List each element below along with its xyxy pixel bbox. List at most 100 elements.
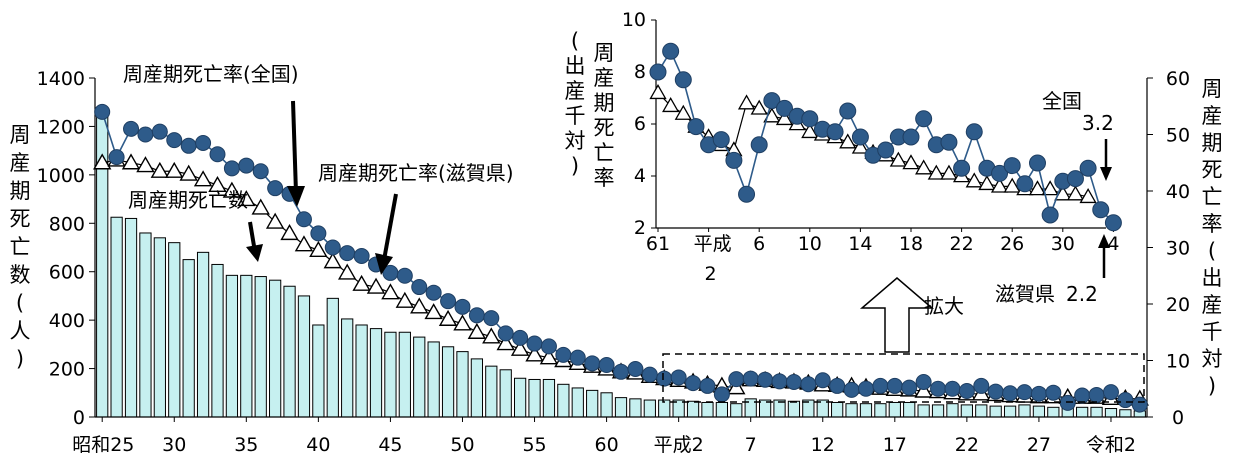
death-count-bar bbox=[557, 383, 570, 418]
inset-shiga-marker bbox=[662, 42, 680, 60]
rate-shiga-marker bbox=[742, 370, 759, 387]
inset-shiga-marker bbox=[877, 141, 895, 159]
rate-shiga-marker bbox=[886, 377, 903, 394]
death-count-bar bbox=[139, 232, 152, 418]
death-count-bar bbox=[542, 378, 556, 418]
left-tick-label: 400 bbox=[49, 310, 85, 332]
inset-x-tick-label: 6 bbox=[753, 233, 765, 255]
death-count-bar bbox=[787, 400, 801, 418]
death-count-bar bbox=[355, 324, 368, 418]
rate-shiga-marker bbox=[987, 383, 1004, 400]
rate-shiga-marker bbox=[1045, 384, 1062, 401]
death-count-bar bbox=[1076, 406, 1089, 418]
death-count-bar bbox=[254, 276, 267, 418]
inset-shiga-marker bbox=[826, 123, 844, 141]
death-count-bar bbox=[975, 404, 988, 418]
death-count-bar bbox=[946, 403, 959, 418]
rate-shiga-marker bbox=[396, 267, 413, 284]
inset-national-marker bbox=[750, 99, 768, 115]
rate-shiga-marker bbox=[1002, 385, 1019, 402]
rate-national-marker bbox=[294, 235, 314, 252]
left-axis-label-char: 数 bbox=[10, 263, 31, 287]
death-count-bar bbox=[283, 285, 296, 418]
inset-shiga-marker bbox=[725, 151, 743, 169]
inset-national-arrowhead bbox=[1100, 167, 1112, 181]
inset-shiga-marker bbox=[839, 102, 857, 120]
death-count-bar bbox=[600, 392, 613, 418]
rate-shiga-marker bbox=[857, 380, 874, 397]
inset-national-marker bbox=[851, 138, 870, 154]
inset-y-label-unit-char: 産 bbox=[565, 79, 586, 103]
rate-shiga-marker bbox=[641, 366, 658, 383]
death-count-bar bbox=[398, 331, 411, 418]
inset-shiga-marker bbox=[1104, 214, 1122, 232]
inset-national-marker bbox=[674, 104, 692, 120]
rate-national-marker bbox=[453, 314, 472, 331]
x-tick-label: 12 bbox=[811, 434, 835, 456]
rate-shiga-marker bbox=[901, 379, 918, 396]
death-count-bar bbox=[960, 404, 973, 418]
left-tick-label: 1400 bbox=[37, 68, 85, 90]
inset-national-marker bbox=[889, 151, 907, 167]
inset-national-marker bbox=[801, 122, 819, 139]
rate-shiga-arrow bbox=[382, 193, 398, 261]
rate-shiga-marker bbox=[151, 123, 168, 140]
left-tick-label: 200 bbox=[49, 359, 85, 381]
rate-shiga-marker bbox=[829, 377, 846, 394]
x-tick-label: 平成2 bbox=[654, 434, 704, 456]
death-count-bar bbox=[629, 398, 642, 418]
death-count-bar bbox=[1104, 408, 1118, 418]
inset-shiga-marker bbox=[1016, 175, 1034, 193]
rate-shiga-marker bbox=[209, 146, 226, 163]
inset-national-marker bbox=[1041, 180, 1059, 196]
rate-shiga-marker bbox=[713, 386, 730, 403]
rate-shiga-marker bbox=[598, 357, 615, 374]
left-tick-label: 1200 bbox=[37, 116, 85, 138]
left-axis-label: 周産期死亡数 (人) bbox=[10, 123, 31, 371]
inset-y-tick-label: 8 bbox=[634, 61, 646, 83]
death-count-bar bbox=[110, 216, 123, 418]
rate-shiga-marker bbox=[785, 373, 802, 390]
death-count-bar bbox=[715, 401, 728, 418]
rate-shiga-marker bbox=[137, 126, 154, 143]
left-tick-label: 1000 bbox=[37, 165, 85, 187]
death-count-bar bbox=[153, 237, 166, 418]
death-count-bar bbox=[730, 403, 743, 418]
death-count-bar bbox=[225, 274, 239, 418]
right-tick-label: 40 bbox=[1166, 181, 1190, 203]
rate-shiga-marker bbox=[526, 335, 543, 352]
death-count-bar bbox=[686, 400, 700, 418]
inset-national-marker bbox=[965, 172, 983, 188]
rate-shiga-marker bbox=[1074, 387, 1091, 404]
rate-shiga-marker bbox=[930, 380, 947, 397]
death-count-bar bbox=[903, 401, 916, 418]
rate-shiga-marker bbox=[540, 338, 557, 355]
death-count-bar bbox=[240, 274, 253, 418]
inset-national-marker bbox=[927, 164, 945, 180]
inset-shiga-marker bbox=[915, 110, 933, 128]
death-count-bar bbox=[124, 217, 138, 418]
inset-shiga-marker bbox=[801, 110, 819, 128]
inset-y-label-unit-char: 出 bbox=[565, 54, 586, 78]
death-count-bar bbox=[384, 331, 397, 418]
rate-shiga-marker bbox=[425, 284, 442, 301]
death-count-bar bbox=[989, 405, 1002, 418]
right-axis-label-char: 対 bbox=[1202, 347, 1223, 371]
right-axis-label-char: 産 bbox=[1202, 293, 1223, 317]
inset-y-label-name-char: 死 bbox=[594, 116, 615, 140]
rate-shiga-marker bbox=[1131, 396, 1148, 413]
inset-y-label-unit-char: ( bbox=[571, 29, 579, 53]
inset-national-marker bbox=[1003, 177, 1021, 193]
rate-national-marker bbox=[337, 263, 357, 280]
right-tick-label: 60 bbox=[1166, 68, 1190, 90]
left-tick-label: 0 bbox=[73, 407, 85, 429]
inset-y-tick-label: 6 bbox=[634, 113, 646, 135]
right-axis-label-char: 死 bbox=[1202, 158, 1223, 182]
inset-x-tick-label: 4 bbox=[1107, 233, 1119, 255]
death-count-bar bbox=[441, 346, 455, 418]
rate-national-label: 周産期死亡率(全国) bbox=[123, 62, 299, 86]
left-tick-label: 600 bbox=[49, 262, 85, 284]
right-tick-label: 30 bbox=[1166, 238, 1190, 260]
